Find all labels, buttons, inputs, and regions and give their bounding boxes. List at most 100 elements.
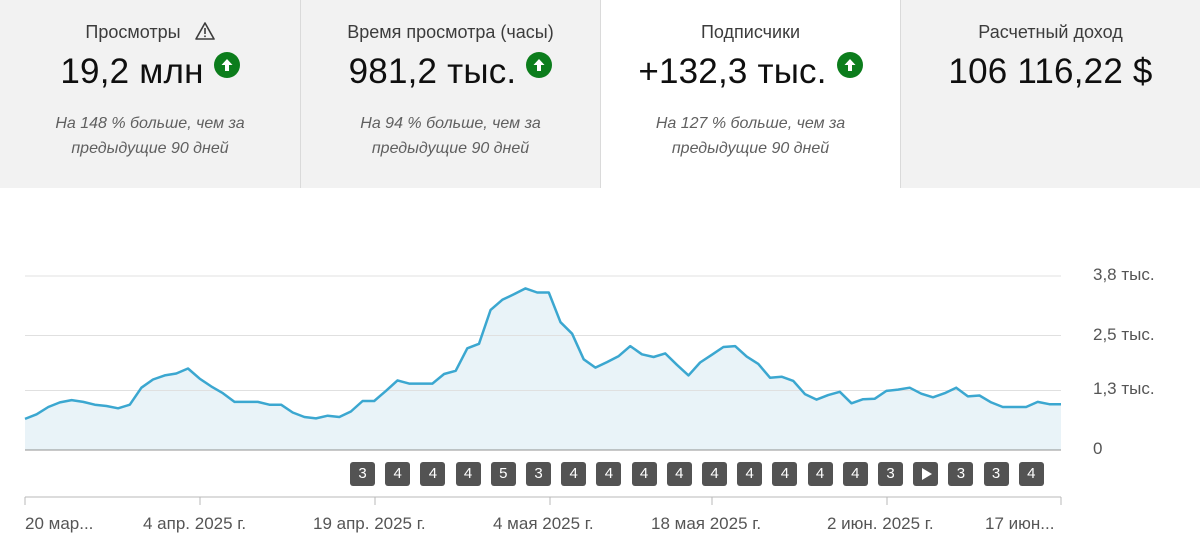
data-point[interactable] <box>662 350 668 356</box>
metric-card-subscribers[interactable]: Подписчики +132,3 тыс. На 127 % больше, … <box>600 0 900 188</box>
data-point[interactable] <box>185 365 191 371</box>
data-point[interactable] <box>488 307 494 313</box>
data-point[interactable] <box>930 394 936 400</box>
data-point[interactable] <box>313 415 319 421</box>
data-point[interactable] <box>988 399 994 405</box>
data-point[interactable] <box>441 371 447 377</box>
data-point[interactable] <box>127 402 133 408</box>
data-point[interactable] <box>895 387 901 393</box>
data-point[interactable] <box>779 374 785 380</box>
data-point[interactable] <box>814 397 820 403</box>
data-point[interactable] <box>965 393 971 399</box>
data-point[interactable] <box>802 391 808 397</box>
data-point[interactable] <box>429 381 435 387</box>
data-point[interactable] <box>546 289 552 295</box>
data-point[interactable] <box>383 388 389 394</box>
data-point[interactable] <box>907 385 913 391</box>
video-count-badge[interactable]: 3 <box>878 462 903 486</box>
data-point[interactable] <box>278 402 284 408</box>
data-point[interactable] <box>837 389 843 395</box>
data-point[interactable] <box>476 341 482 347</box>
metric-card-revenue[interactable]: Расчетный доход 106 116,22 $ <box>900 0 1200 188</box>
data-point[interactable] <box>266 402 272 408</box>
video-count-badge[interactable]: 4 <box>702 462 727 486</box>
video-count-badge[interactable]: 4 <box>737 462 763 486</box>
data-point[interactable] <box>45 404 51 410</box>
data-point[interactable] <box>883 388 889 394</box>
data-point[interactable] <box>464 345 470 351</box>
metric-card-watch-time[interactable]: Время просмотра (часы) 981,2 тыс. На 94 … <box>300 0 600 188</box>
data-point[interactable] <box>418 381 424 387</box>
data-point[interactable] <box>394 377 400 383</box>
data-point[interactable] <box>150 376 156 382</box>
data-point[interactable] <box>651 354 657 360</box>
data-point[interactable] <box>162 372 168 378</box>
video-count-badge[interactable]: 4 <box>561 462 587 486</box>
data-point[interactable] <box>208 383 214 389</box>
video-count-badge[interactable]: 4 <box>455 462 481 486</box>
video-count-badge[interactable]: 3 <box>948 462 974 486</box>
data-point[interactable] <box>720 344 726 350</box>
data-point[interactable] <box>627 343 633 349</box>
data-point[interactable] <box>301 414 307 420</box>
data-point[interactable] <box>69 397 75 403</box>
video-count-badge[interactable]: 3 <box>350 462 375 486</box>
data-point[interactable] <box>406 381 412 387</box>
data-point[interactable] <box>744 354 750 360</box>
data-point[interactable] <box>697 360 703 366</box>
data-point[interactable] <box>197 376 203 382</box>
metric-card-views[interactable]: Просмотры 19,2 млн На 148 % больше, чем … <box>0 0 300 188</box>
data-point[interactable] <box>290 409 296 415</box>
data-point[interactable] <box>336 414 342 420</box>
data-point[interactable] <box>534 289 540 295</box>
data-point[interactable] <box>173 371 179 377</box>
data-point[interactable] <box>592 365 598 371</box>
data-point[interactable] <box>1035 399 1041 405</box>
data-point[interactable] <box>1023 404 1029 410</box>
data-point[interactable] <box>523 285 529 291</box>
data-point[interactable] <box>732 343 738 349</box>
data-point[interactable] <box>499 297 505 303</box>
data-point[interactable] <box>115 405 121 411</box>
warning-icon[interactable] <box>194 22 215 45</box>
data-point[interactable] <box>1000 404 1006 410</box>
data-point[interactable] <box>790 378 796 384</box>
data-point[interactable] <box>511 291 517 297</box>
data-point[interactable] <box>709 352 715 358</box>
data-point[interactable] <box>220 390 226 396</box>
data-point[interactable] <box>942 390 948 396</box>
data-point[interactable] <box>848 400 854 406</box>
data-point[interactable] <box>616 353 622 359</box>
data-point[interactable] <box>80 399 86 405</box>
video-count-badge[interactable]: 4 <box>596 462 622 486</box>
data-point[interactable] <box>639 351 645 357</box>
play-icon[interactable] <box>913 462 939 486</box>
data-point[interactable] <box>1046 401 1052 407</box>
video-count-badge[interactable]: 4 <box>420 462 446 486</box>
data-point[interactable] <box>34 411 40 417</box>
video-count-badge[interactable]: 5 <box>490 462 516 486</box>
data-point[interactable] <box>872 396 878 402</box>
data-point[interactable] <box>1011 404 1017 410</box>
data-point[interactable] <box>755 361 761 367</box>
data-point[interactable] <box>371 398 377 404</box>
video-count-badge[interactable]: 3 <box>526 462 551 486</box>
data-point[interactable] <box>325 413 331 419</box>
data-point[interactable] <box>255 399 261 405</box>
data-point[interactable] <box>22 416 28 422</box>
data-point[interactable] <box>360 398 366 404</box>
data-point[interactable] <box>674 362 680 368</box>
video-count-badge[interactable]: 4 <box>666 462 692 486</box>
data-point[interactable] <box>569 331 575 337</box>
data-point[interactable] <box>348 409 354 415</box>
data-point[interactable] <box>581 356 587 362</box>
data-point[interactable] <box>604 359 610 365</box>
video-count-badge[interactable]: 3 <box>983 462 1009 486</box>
data-point[interactable] <box>453 368 459 374</box>
video-count-badge[interactable]: 4 <box>631 462 657 486</box>
data-point[interactable] <box>92 402 98 408</box>
data-point[interactable] <box>953 385 959 391</box>
data-point[interactable] <box>557 319 563 325</box>
data-point[interactable] <box>860 396 866 402</box>
data-point[interactable] <box>243 399 249 405</box>
